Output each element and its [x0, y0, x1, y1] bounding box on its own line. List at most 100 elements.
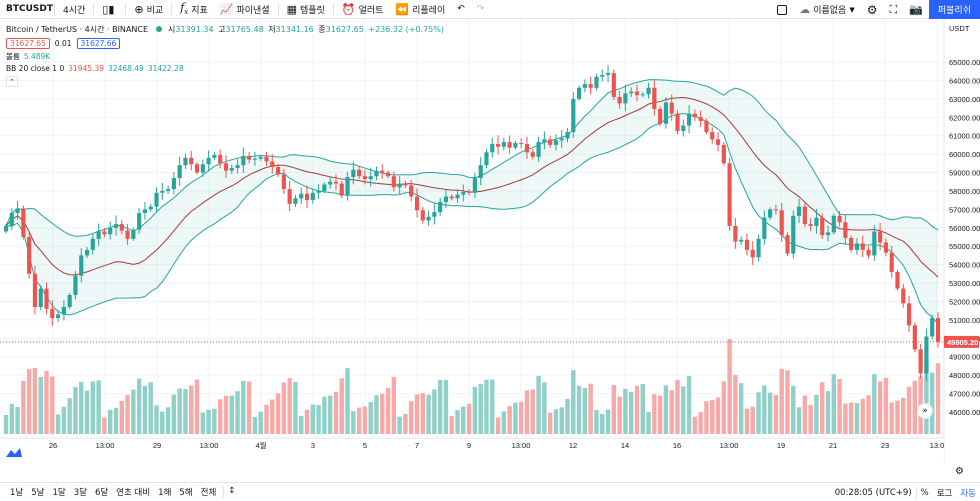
- volume-bar: [270, 399, 275, 434]
- volume-bar: [848, 402, 854, 434]
- range-button[interactable]: 전체: [200, 488, 217, 498]
- undo-button[interactable]: ↶: [451, 0, 471, 19]
- range-button[interactable]: 1달: [52, 488, 66, 498]
- volume-bar: [194, 379, 200, 434]
- volume-bar: [165, 407, 171, 434]
- sell-price-button[interactable]: 31627.65: [6, 37, 50, 49]
- candle-body: [658, 108, 663, 124]
- alarm-icon: ⏰: [341, 2, 356, 16]
- settings-button[interactable]: ⚙: [861, 0, 884, 19]
- volume-bar: [605, 409, 611, 434]
- interval-button[interactable]: 4시간: [63, 5, 86, 16]
- snapshot-button[interactable]: 📷: [903, 0, 929, 19]
- range-button[interactable]: 6달: [94, 488, 109, 498]
- chart-legend: Bitcoin / TetherUS · 4시간 · BINANCE 시3139…: [6, 22, 446, 87]
- candle-body: [768, 209, 773, 218]
- scroll-to-realtime-button[interactable]: »: [917, 403, 933, 419]
- range-button[interactable]: 5해: [179, 488, 193, 498]
- market-status-icon: [156, 26, 163, 32]
- range-button[interactable]: 1날: [10, 488, 24, 498]
- gear-icon: ⚙: [955, 466, 964, 477]
- low-label: 저: [268, 24, 276, 34]
- candle-body: [513, 143, 518, 148]
- divider: [125, 2, 127, 16]
- range-button[interactable]: 3달: [73, 488, 87, 498]
- volume-bar: [44, 370, 49, 434]
- redo-button[interactable]: ↷: [471, 0, 491, 19]
- volume-value: 5.489K: [23, 52, 51, 61]
- volume-bar: [617, 396, 622, 434]
- candle-body: [281, 174, 286, 190]
- auto-scale-toggle[interactable]: 자동: [960, 488, 976, 499]
- volume-bar: [61, 406, 67, 434]
- volume-bar: [96, 380, 101, 434]
- volume-legend-row[interactable]: 볼륨 5.489K: [6, 51, 446, 62]
- buy-price-button[interactable]: 31627.66: [76, 37, 121, 49]
- compare-button[interactable]: ⊕ 비교: [128, 0, 169, 19]
- candle-body: [629, 91, 634, 94]
- goto-date-icon[interactable]: ↕: [223, 486, 239, 498]
- range-button[interactable]: 1해: [158, 488, 172, 498]
- clock-time[interactable]: 00:28:05 (UTC+9): [834, 487, 912, 498]
- layout-name-label: 이름없음: [813, 6, 847, 16]
- volume-bar: [189, 385, 194, 434]
- publish-button[interactable]: 퍼블리쉬: [928, 0, 980, 19]
- chart-settings-button[interactable]: ⚙: [955, 466, 964, 477]
- alert-button[interactable]: ⏰ 얼러트: [336, 0, 390, 19]
- candle-body: [403, 183, 408, 186]
- collapse-legend-button[interactable]: ⌃: [6, 76, 18, 87]
- bb-legend-row[interactable]: BB 20 close 1 0 31945.39 32468.49 31422.…: [6, 63, 446, 74]
- range-button[interactable]: 연초 대비: [116, 488, 151, 498]
- candle-body: [912, 325, 917, 350]
- layout-name-button[interactable]: ☁ 이름없음 ▼: [793, 0, 861, 19]
- volume-bar: [380, 394, 385, 434]
- replay-button[interactable]: ⏪ 리플레이: [389, 0, 451, 19]
- volume-bar: [576, 385, 582, 434]
- divider: [277, 2, 279, 16]
- templates-button[interactable]: ▦ 템플릿: [281, 0, 331, 19]
- fullscreen-button[interactable]: ⛶: [883, 0, 903, 19]
- price-tick-label: 48000.00: [949, 371, 980, 380]
- volume-bar: [466, 403, 472, 434]
- candle-body: [235, 165, 240, 168]
- indicators-button[interactable]: fx 지표: [174, 0, 214, 19]
- volume-bar: [339, 378, 344, 434]
- candle-body: [21, 208, 26, 237]
- candle-body: [229, 167, 234, 171]
- candle-body: [84, 249, 90, 256]
- percent-toggle[interactable]: %: [920, 487, 929, 498]
- volume-bar: [681, 386, 686, 434]
- select-layout-checkbox[interactable]: [777, 4, 788, 15]
- currency-label: USDT: [949, 24, 970, 33]
- candle-body: [854, 243, 860, 250]
- volume-bar: [501, 411, 507, 434]
- volume-bar: [883, 377, 889, 434]
- cloud-icon: ☁: [799, 3, 811, 16]
- financials-button[interactable]: 📈 파이낸셜: [214, 0, 276, 19]
- symbol-search-button[interactable]: BTCUSDT: [6, 4, 54, 14]
- volume-bar: [90, 381, 96, 434]
- divider: [915, 486, 917, 499]
- candle-body: [594, 76, 599, 88]
- candle-body: [686, 113, 692, 126]
- price-chart[interactable]: USDT 65000.00 64000.00 63000.00 62000.00 6100…: [0, 19, 980, 482]
- candle-body: [617, 97, 622, 104]
- volume-bar: [212, 408, 217, 434]
- volume-bar: [669, 390, 674, 434]
- volume-label: 볼륨: [6, 52, 20, 61]
- candle-body: [507, 142, 512, 148]
- volume-bar: [762, 385, 767, 434]
- volume-bar: [246, 381, 252, 434]
- time-tick-label: 19: [777, 441, 785, 450]
- volume-bar: [217, 399, 223, 434]
- volume-bar: [901, 397, 906, 434]
- candle-body: [310, 192, 315, 201]
- range-button[interactable]: 5날: [31, 488, 45, 498]
- price-tick-label: 51000.00: [949, 316, 980, 325]
- log-toggle[interactable]: 로그: [936, 488, 953, 499]
- bar-style-button[interactable]: ▯▮: [96, 0, 123, 19]
- symbol-title[interactable]: Bitcoin / TetherUS · 4시간 · BINANCE: [6, 24, 149, 34]
- volume-bar: [652, 394, 657, 434]
- volume-bar: [310, 404, 316, 434]
- tradingview-logo-icon[interactable]: [5, 445, 23, 459]
